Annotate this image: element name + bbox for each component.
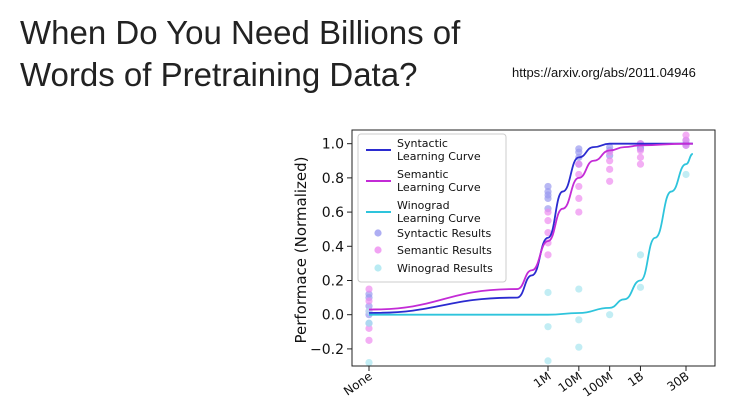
data-point [575,343,583,351]
series-line [368,142,693,314]
x-tick-label: 10M [556,369,585,395]
data-point [575,160,583,168]
plot-area [365,131,694,367]
y-tick-label: 0.2 [322,273,344,289]
data-point [636,160,645,168]
data-point [544,208,552,216]
legend-label: Winograd [397,199,450,212]
series-line [368,153,694,316]
series-line [368,142,693,311]
data-point [575,208,583,216]
y-tick-label: −0.2 [310,342,344,358]
y-tick-label: 1.0 [322,137,344,153]
data-point [575,170,583,179]
data-point [544,194,552,203]
data-point [365,358,373,367]
legend-label: Winograd Results [397,262,493,275]
legend-label: Syntactic Results [397,227,491,240]
data-point [575,194,583,203]
x-tick-label: None [341,369,375,398]
data-point [544,323,552,331]
data-point [682,170,690,179]
data-point [606,165,614,173]
x-tick-label: 1B [625,369,646,390]
plot-frame [351,129,716,367]
data-point [575,316,583,324]
y-tick-label: 0.4 [322,239,344,255]
legend-label: Learning Curve [397,181,481,194]
legend-point-swatch [374,264,382,272]
data-point [575,148,583,156]
legend-label: Learning Curve [397,212,481,225]
data-point [544,182,552,191]
data-point [544,229,552,237]
x-tick-label: 30B [664,369,691,394]
data-point [682,131,690,139]
legend-point-swatch [374,246,382,254]
source-url[interactable]: https://arxiv.org/abs/2011.04946 [512,65,696,80]
data-point [606,311,614,319]
data-point [636,146,645,155]
data-point [544,288,552,297]
y-tick-label: 0.0 [322,308,344,324]
data-point [365,297,373,305]
data-point [365,336,373,344]
data-point [606,157,614,165]
x-tick-label: 1M [531,369,554,391]
data-point [544,217,552,225]
data-point [365,290,373,298]
data-point [606,177,614,185]
legend-box [357,133,507,283]
data-point [636,153,645,161]
legend-label: Syntactic [397,137,448,150]
data-point [544,251,552,259]
legend-point-swatch [374,229,382,237]
data-point [575,182,583,191]
y-tick-label: 0.8 [322,171,344,187]
data-point [682,136,690,144]
legend-label: Learning Curve [397,150,481,163]
slide-title: When Do You Need Billions of Words of Pr… [20,14,461,93]
data-point [636,283,645,291]
data-point [544,357,552,365]
data-point [365,302,373,310]
data-point [365,319,373,327]
x-tick-label: 100M [580,369,615,400]
data-point [575,285,583,293]
data-point [365,285,373,293]
legend-label: Semantic [397,168,449,181]
data-point [636,251,645,259]
y-axis-label: Performace (Normalized) [292,156,310,343]
y-tick-label: 0.6 [322,205,344,221]
legend-label: Semantic Results [397,244,492,257]
data-point [365,324,373,332]
